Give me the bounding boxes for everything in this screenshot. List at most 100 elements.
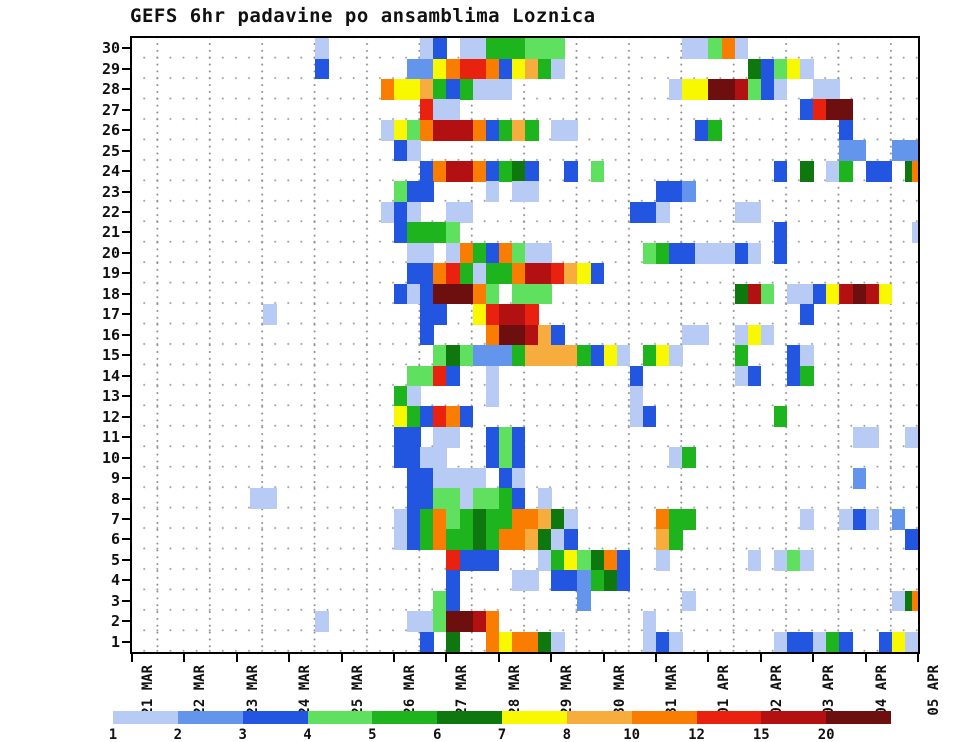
heatmap-cell	[695, 119, 709, 141]
heatmap-cell	[773, 160, 788, 182]
heatmap-cell	[629, 201, 644, 223]
heatmap-cell	[826, 160, 840, 182]
y-axis-label: 21	[101, 223, 120, 242]
heatmap-cell	[603, 570, 618, 591]
heatmap-cell	[485, 345, 500, 366]
heatmap-cell	[394, 222, 408, 244]
heatmap-cell	[433, 99, 447, 121]
heatmap-cell	[315, 611, 329, 632]
heatmap-cell	[538, 549, 552, 571]
legend-color-segment	[242, 711, 308, 724]
heatmap-cell	[459, 406, 473, 428]
y-axis-tick	[122, 211, 130, 213]
y-axis-label: 22	[101, 203, 120, 221]
x-axis-label: 30 MAR	[612, 665, 663, 716]
heatmap-cell	[656, 549, 670, 571]
legend-value-label: 10	[623, 727, 641, 742]
x-axis-label: 02 APR	[769, 665, 820, 716]
legend-value-label: 2	[173, 727, 183, 742]
heatmap-cell	[669, 345, 683, 366]
x-axis-label-text: 24 MAR	[297, 665, 314, 716]
heatmap-cell	[446, 406, 460, 428]
heatmap-cell	[420, 58, 434, 80]
heatmap-cell	[498, 160, 513, 182]
heatmap-cell	[446, 467, 460, 489]
heatmap-cell	[472, 529, 487, 551]
heatmap-cell	[682, 508, 696, 530]
x-axis-tick	[602, 654, 605, 662]
heatmap-cell	[852, 283, 866, 305]
heatmap-cell	[878, 283, 893, 305]
heatmap-cell	[459, 160, 473, 182]
heatmap-cell	[433, 119, 447, 141]
heatmap-cell	[446, 58, 460, 80]
y-axis-tick	[122, 579, 130, 582]
x-axis-label-text: 04 APR	[873, 665, 890, 716]
heatmap-cell	[472, 508, 487, 530]
heatmap-cell	[394, 201, 408, 223]
heatmap-cell	[525, 304, 539, 325]
heatmap-cell	[394, 508, 408, 530]
heatmap-cell	[538, 242, 552, 264]
y-axis-tick	[122, 47, 130, 50]
heatmap-cell	[721, 242, 735, 264]
heatmap-cell	[485, 58, 500, 80]
heatmap-cell	[407, 447, 421, 469]
heatmap-cell	[538, 508, 552, 530]
heatmap-cell	[394, 406, 408, 428]
heatmap-cell	[498, 78, 513, 100]
y-axis-label: 3	[110, 591, 120, 610]
heatmap-cell	[891, 508, 906, 530]
heatmap-cell	[734, 201, 749, 223]
heatmap-cell	[472, 283, 487, 305]
heatmap-cell	[852, 467, 866, 489]
heatmap-cell	[420, 78, 434, 100]
heatmap-cell	[564, 160, 578, 182]
legend-value-label: 12	[688, 727, 705, 742]
heatmap-cell	[263, 304, 277, 325]
heatmap-cell	[813, 283, 827, 305]
heatmap-cell	[590, 570, 604, 591]
legend-color-segment	[761, 711, 827, 724]
heatmap-cell	[525, 38, 539, 59]
heatmap-cell	[433, 590, 447, 612]
heatmap-cell	[912, 590, 918, 612]
heatmap-cell	[446, 242, 460, 264]
x-axis-tick	[183, 654, 186, 662]
heatmap-cell	[525, 181, 539, 203]
legend-value-label: 20	[817, 727, 835, 742]
heatmap-cell	[472, 488, 487, 510]
x-axis-label: 01 APR	[716, 665, 767, 716]
x-axis-label-text: 27 MAR	[454, 665, 471, 716]
heatmap-cell	[538, 324, 552, 346]
x-axis-label: 27 MAR	[454, 665, 505, 716]
heatmap-cell	[446, 426, 460, 448]
x-axis-label: 31 MAR	[664, 665, 715, 716]
heatmap-cell	[459, 38, 473, 59]
heatmap-cell	[511, 529, 526, 551]
legend-value-label: 8	[562, 727, 572, 742]
heatmap-cell	[472, 304, 487, 325]
heatmap-cell	[642, 406, 657, 428]
heatmap-cell	[839, 160, 853, 182]
heatmap-cell	[747, 78, 762, 100]
heatmap-cell	[787, 631, 801, 652]
heatmap-cell	[551, 263, 565, 284]
y-axis-tick	[122, 170, 130, 172]
heatmap-cell	[459, 549, 473, 571]
x-axis-label: 21 MAR	[140, 665, 191, 716]
heatmap-cell	[407, 467, 421, 489]
heatmap-cell	[459, 283, 473, 305]
heatmap-cell	[800, 365, 814, 387]
heatmap-cell	[420, 365, 434, 387]
y-axis-label: 1	[110, 632, 120, 651]
legend-color-segment	[826, 711, 892, 724]
heatmap-cell	[773, 242, 788, 264]
heatmap-cell	[459, 488, 473, 510]
heatmap-cell	[511, 488, 526, 510]
heatmap-cell	[734, 242, 749, 264]
heatmap-cell	[538, 283, 552, 305]
heatmap-cell	[485, 426, 500, 448]
y-axis-label: 17	[101, 305, 120, 324]
heatmap-cell	[525, 631, 539, 652]
